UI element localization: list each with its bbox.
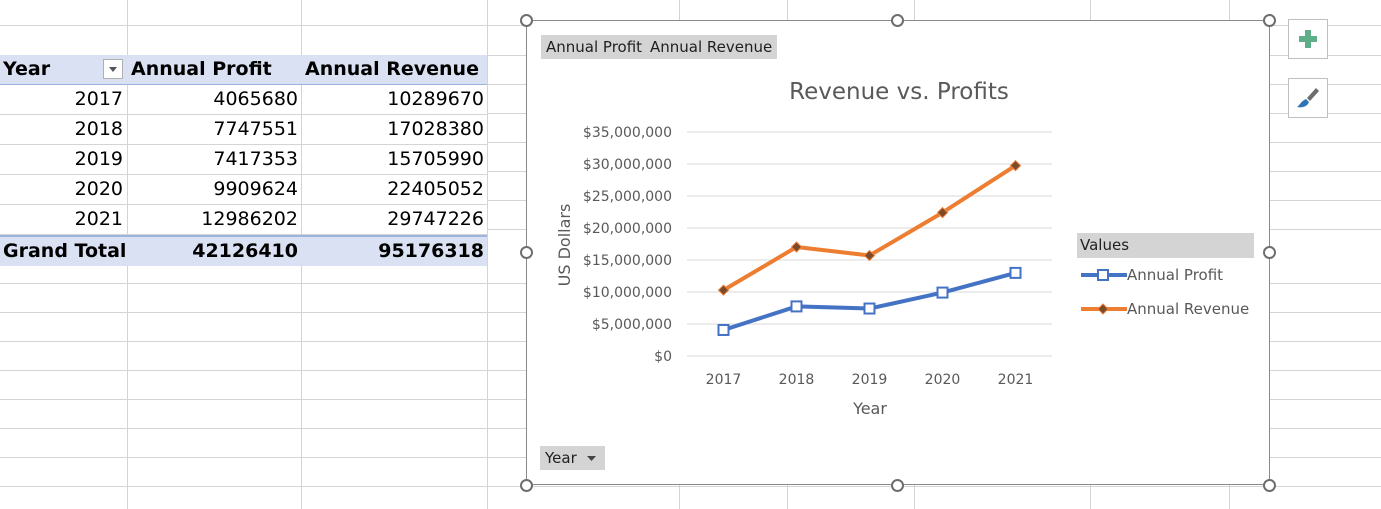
grand-total-label[interactable]: Grand Total bbox=[3, 240, 127, 262]
resize-handle-left[interactable] bbox=[520, 246, 533, 259]
axis-field-label: Year bbox=[545, 449, 577, 467]
plus-icon bbox=[1299, 30, 1317, 48]
brush-icon bbox=[1297, 88, 1319, 108]
pivot-cell-year[interactable]: 2018 bbox=[74, 118, 123, 140]
pivot-cell-profit[interactable]: 4065680 bbox=[213, 88, 298, 110]
year-filter-dropdown-button[interactable] bbox=[103, 59, 123, 79]
pivot-cell-revenue[interactable]: 29747226 bbox=[387, 208, 484, 230]
field-button-annual-revenue[interactable]: Annual Revenue bbox=[645, 35, 778, 59]
chevron-down-icon bbox=[587, 456, 596, 461]
legend-title[interactable]: Values bbox=[1077, 233, 1254, 258]
pivot-cell-revenue[interactable]: 22405052 bbox=[387, 178, 484, 200]
field-button-annual-profit[interactable]: Annual Profit bbox=[541, 35, 648, 59]
pivot-grand-total-row: Grand Total 42126410 95176318 bbox=[0, 235, 487, 266]
resize-handle-bottom[interactable] bbox=[891, 479, 904, 492]
pivot-header-profit[interactable]: Annual Profit bbox=[131, 58, 272, 80]
legend-marker-annual-profit bbox=[1081, 269, 1127, 281]
pivot-cell-revenue[interactable]: 15705990 bbox=[387, 148, 484, 170]
pivot-header-row: Year Annual Profit Annual Revenue bbox=[0, 55, 487, 85]
pivot-cell-revenue[interactable]: 17028380 bbox=[387, 118, 484, 140]
chart-elements-button[interactable] bbox=[1288, 19, 1328, 59]
pivot-cell-year[interactable]: 2017 bbox=[74, 88, 123, 110]
pivot-row: 2018 7747551 17028380 bbox=[0, 115, 487, 145]
pivot-cell-revenue[interactable]: 10289670 bbox=[387, 88, 484, 110]
pivot-row: 2017 4065680 10289670 bbox=[0, 85, 487, 115]
resize-handle-top-left[interactable] bbox=[520, 14, 533, 27]
resize-handle-bottom-right[interactable] bbox=[1263, 479, 1276, 492]
pivot-cell-year[interactable]: 2021 bbox=[74, 208, 123, 230]
resize-handle-bottom-left[interactable] bbox=[520, 479, 533, 492]
grand-total-profit[interactable]: 42126410 bbox=[192, 240, 298, 262]
pivot-table: Year Annual Profit Annual Revenue 2017 4… bbox=[0, 55, 487, 266]
axis-field-button-year[interactable]: Year bbox=[540, 446, 605, 470]
pivot-row: 2020 9909624 22405052 bbox=[0, 175, 487, 205]
grand-total-revenue[interactable]: 95176318 bbox=[378, 240, 484, 262]
pivot-cell-profit[interactable]: 7747551 bbox=[213, 118, 298, 140]
pivot-cell-year[interactable]: 2020 bbox=[74, 178, 123, 200]
pivot-row: 2019 7417353 15705990 bbox=[0, 145, 487, 175]
pivot-header-revenue[interactable]: Annual Revenue bbox=[305, 58, 479, 80]
chart-title[interactable]: Revenue vs. Profits bbox=[789, 79, 1009, 105]
legend-marker-annual-revenue bbox=[1081, 303, 1127, 315]
resize-handle-top[interactable] bbox=[891, 14, 904, 27]
pivot-cell-year[interactable]: 2019 bbox=[74, 148, 123, 170]
resize-handle-right[interactable] bbox=[1263, 246, 1276, 259]
resize-handle-top-right[interactable] bbox=[1263, 14, 1276, 27]
pivot-cell-profit[interactable]: 12986202 bbox=[201, 208, 298, 230]
pivot-cell-profit[interactable]: 9909624 bbox=[213, 178, 298, 200]
pivot-header-year[interactable]: Year bbox=[3, 58, 51, 80]
legend-label-annual-profit: Annual Profit bbox=[1127, 266, 1224, 284]
pivot-row: 2021 12986202 29747226 bbox=[0, 205, 487, 235]
legend-label-annual-revenue: Annual Revenue bbox=[1127, 300, 1250, 318]
pivot-cell-profit[interactable]: 7417353 bbox=[213, 148, 298, 170]
chart-styles-button[interactable] bbox=[1288, 78, 1328, 118]
